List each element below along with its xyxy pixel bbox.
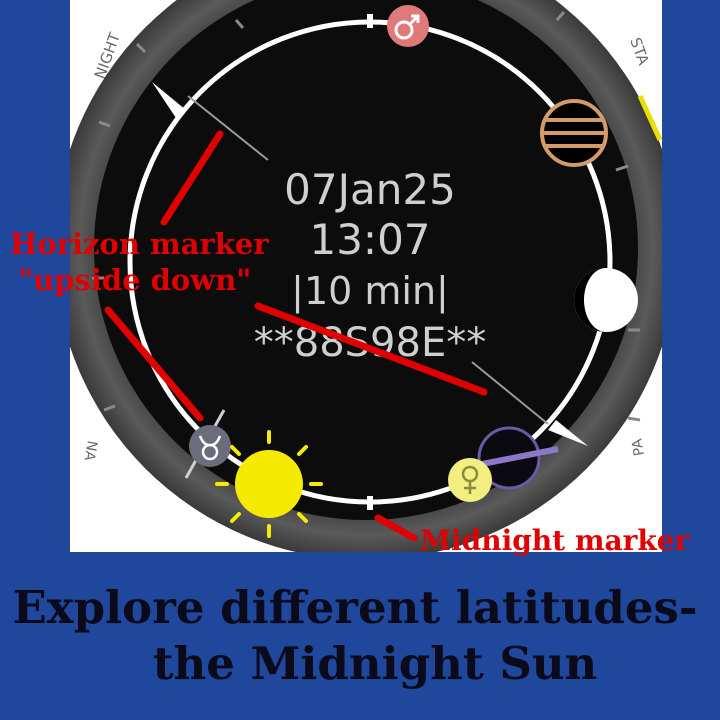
mars-icon xyxy=(387,5,429,47)
annotation-arrow-horizon-top xyxy=(160,130,224,226)
jupiter-icon xyxy=(540,99,608,167)
bezel-label-right: PA xyxy=(629,437,648,457)
date-text: 07Jan25 xyxy=(284,165,456,214)
code-text: **88S98E** xyxy=(254,320,486,366)
footer-line1: Explore different latitudes- xyxy=(12,581,698,634)
hour-ticks xyxy=(92,11,641,422)
annotation-horizon-line2: "upside down" xyxy=(18,263,251,297)
noon-marker xyxy=(367,14,373,28)
footer-caption: Explore different latitudes- the Midnigh… xyxy=(0,580,720,692)
annotation-horizon-line1: Horizon marker xyxy=(10,227,269,261)
watch-photo: NIGHT STA NA PA xyxy=(70,0,662,552)
horizon-marker-left xyxy=(152,82,269,161)
annotation-midnight: Midnight marker xyxy=(420,524,691,557)
midnight-marker xyxy=(367,496,373,510)
footer-line2: the Midnight Sun xyxy=(152,637,598,690)
annotation-arrow-horizon-bottom xyxy=(104,306,204,422)
taurus-icon xyxy=(189,425,231,467)
interval-text: |10 min| xyxy=(291,269,449,314)
time-text: 13:07 xyxy=(309,215,430,264)
venus-icon xyxy=(448,458,492,502)
moon-icon xyxy=(574,268,638,332)
second-hand xyxy=(637,94,662,142)
saturn-icon xyxy=(471,426,559,490)
horizon-marker-right xyxy=(471,361,588,446)
annotation-arrow-horizon-right xyxy=(254,302,488,396)
annotation-strokes xyxy=(104,130,488,542)
sun-icon xyxy=(215,430,323,538)
annotation-arrow-midnight xyxy=(374,514,418,542)
bezel-label-bottom-left: NA xyxy=(81,439,100,462)
